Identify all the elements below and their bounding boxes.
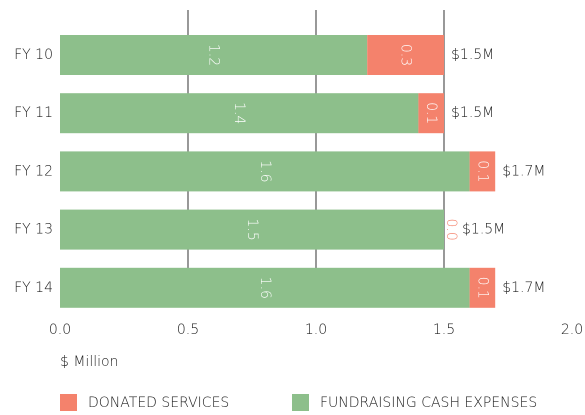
- value-label: 1.6: [257, 277, 273, 299]
- bar-segment: [60, 35, 368, 75]
- x-axis-label: $ Million: [60, 354, 118, 370]
- bar-segment: [60, 267, 470, 308]
- x-tick-label: 1.0: [305, 322, 327, 338]
- total-label: $1.5M: [462, 222, 505, 238]
- legend-label: DONATED SERVICES: [88, 395, 229, 411]
- value-label: 0.3: [398, 44, 414, 66]
- x-tick-label: 2.0: [561, 322, 583, 338]
- y-tick-label: FY 13: [14, 222, 53, 238]
- value-label: 1.4: [231, 102, 247, 124]
- value-label: 0.1: [474, 277, 490, 299]
- y-tick-label: FY 11: [14, 105, 53, 121]
- total-label: $1.7M: [502, 163, 545, 179]
- x-tick-label: 0.0: [49, 322, 71, 338]
- value-label: 1.5: [244, 218, 260, 240]
- value-label: 1.2: [206, 44, 222, 66]
- value-label: 0.0: [443, 218, 459, 240]
- y-tick-label: FY 14: [14, 280, 53, 296]
- total-label: $1.7M: [502, 280, 545, 296]
- y-tick-label: FY 12: [14, 163, 53, 179]
- bar-segment: [367, 35, 444, 75]
- bar-segment: [418, 93, 444, 134]
- total-label: $1.5M: [451, 47, 494, 63]
- x-tick-label: 1.5: [433, 322, 455, 338]
- value-label: 0.1: [423, 102, 439, 124]
- legend-swatch: [292, 394, 309, 411]
- y-tick-label: FY 10: [14, 47, 53, 63]
- total-label: $1.5M: [451, 105, 494, 121]
- bar-segment: [469, 267, 496, 308]
- value-label: 0.1: [474, 160, 490, 182]
- value-label: 1.6: [257, 160, 273, 182]
- legend-swatch: [60, 394, 77, 411]
- bar-segment: [469, 151, 496, 192]
- bar-segment: [60, 93, 419, 134]
- legend-label: FUNDRAISING CASH EXPENSES: [320, 395, 537, 411]
- bar-segment: [60, 151, 470, 192]
- x-tick-label: 0.5: [177, 322, 199, 338]
- bar-segment: [60, 209, 444, 250]
